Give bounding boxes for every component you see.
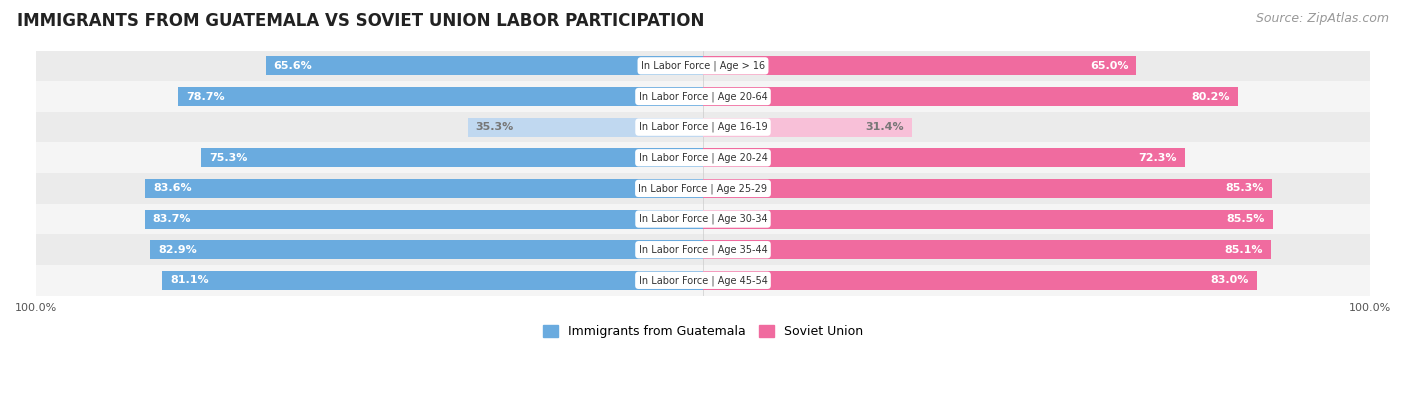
Text: 72.3%: 72.3% [1139,153,1177,163]
Text: 85.3%: 85.3% [1226,183,1264,194]
Bar [37,51,1369,81]
Text: In Labor Force | Age 45-54: In Labor Force | Age 45-54 [638,275,768,286]
Bar [145,210,703,229]
Text: 81.1%: 81.1% [170,275,209,285]
Bar [179,87,703,106]
Bar [703,240,1271,259]
Bar [37,234,1369,265]
Text: 82.9%: 82.9% [157,245,197,255]
Text: 31.4%: 31.4% [866,122,904,132]
Text: 85.1%: 85.1% [1225,245,1263,255]
Text: In Labor Force | Age 30-34: In Labor Force | Age 30-34 [638,214,768,224]
Bar [37,173,1369,204]
Text: 75.3%: 75.3% [209,153,247,163]
Text: 35.3%: 35.3% [475,122,513,132]
Bar [37,81,1369,112]
Bar [703,210,1274,229]
Text: 83.0%: 83.0% [1211,275,1249,285]
Bar [703,56,1136,75]
Text: 78.7%: 78.7% [186,92,225,102]
Text: In Labor Force | Age 16-19: In Labor Force | Age 16-19 [638,122,768,132]
Text: IMMIGRANTS FROM GUATEMALA VS SOVIET UNION LABOR PARTICIPATION: IMMIGRANTS FROM GUATEMALA VS SOVIET UNIO… [17,12,704,30]
Bar [703,271,1257,290]
Bar [703,148,1185,167]
Bar [703,118,912,137]
Text: In Labor Force | Age > 16: In Labor Force | Age > 16 [641,60,765,71]
Bar [150,240,703,259]
Text: In Labor Force | Age 20-24: In Labor Force | Age 20-24 [638,152,768,163]
Bar [201,148,703,167]
Bar [468,118,703,137]
Text: In Labor Force | Age 25-29: In Labor Force | Age 25-29 [638,183,768,194]
Bar [266,56,703,75]
Text: 83.7%: 83.7% [153,214,191,224]
Bar [37,143,1369,173]
Bar [162,271,703,290]
Bar [37,265,1369,295]
Text: 83.6%: 83.6% [153,183,193,194]
Text: 65.6%: 65.6% [274,61,312,71]
Legend: Immigrants from Guatemala, Soviet Union: Immigrants from Guatemala, Soviet Union [538,320,868,343]
Bar [37,112,1369,143]
Text: In Labor Force | Age 35-44: In Labor Force | Age 35-44 [638,245,768,255]
Text: Source: ZipAtlas.com: Source: ZipAtlas.com [1256,12,1389,25]
Text: 65.0%: 65.0% [1090,61,1129,71]
Bar [37,204,1369,234]
Text: 85.5%: 85.5% [1227,214,1265,224]
Bar [145,179,703,198]
Bar [703,87,1237,106]
Text: In Labor Force | Age 20-64: In Labor Force | Age 20-64 [638,91,768,102]
Bar [703,179,1272,198]
Text: 80.2%: 80.2% [1191,92,1230,102]
